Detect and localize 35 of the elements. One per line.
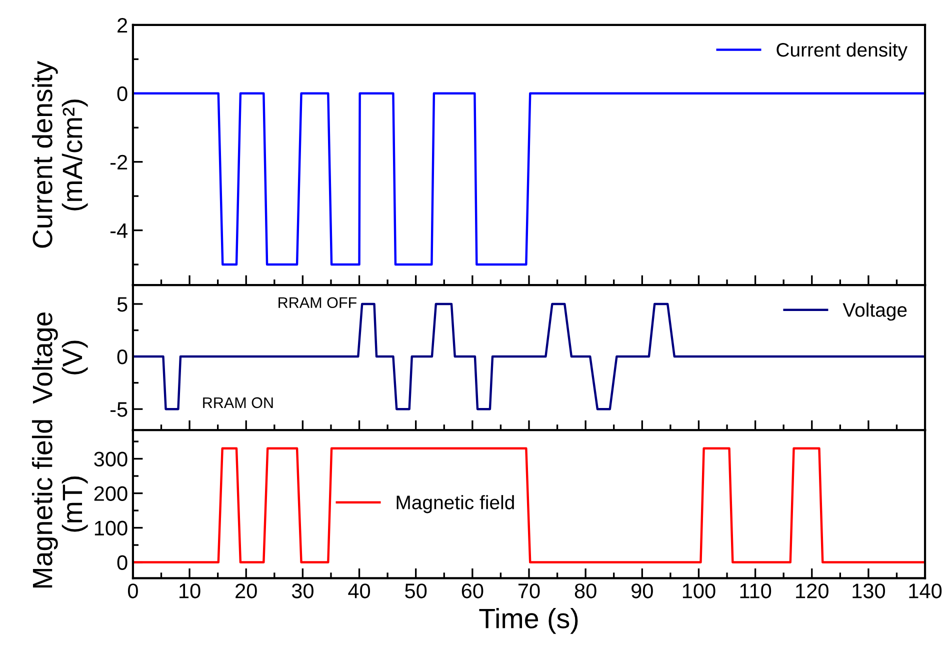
- y-tick-label: 5: [117, 297, 128, 312]
- legend-label: Voltage: [842, 302, 907, 321]
- annotation: RRAM OFF: [278, 297, 357, 308]
- y-tick-label: -5: [110, 402, 128, 417]
- y-tick-label: -2: [110, 154, 128, 170]
- x-tick-label: 90: [632, 584, 653, 598]
- y-tick-label: 200: [94, 486, 128, 502]
- x-tick-label: 20: [236, 584, 257, 598]
- legend-label: Current density: [776, 42, 908, 61]
- y-tick-label: 2: [118, 18, 128, 33]
- legend-label: Magnetic field: [396, 495, 514, 514]
- y-tick-label: -4: [110, 224, 128, 238]
- y-axis-title: Voltage (V): [32, 312, 88, 404]
- x-tick-label: 140: [909, 584, 942, 598]
- x-tick-label: 110: [740, 584, 772, 598]
- x-tick-label: 60: [462, 584, 484, 598]
- y-tick-label: 0: [117, 555, 128, 570]
- x-tick-label: 130: [852, 584, 886, 598]
- y-axis-title: Magnetic field (mT): [32, 420, 88, 588]
- x-tick-label: 40: [348, 584, 370, 598]
- x-tick-label: 0: [128, 584, 138, 598]
- y-tick-label: 0: [117, 350, 128, 364]
- x-tick-label: 120: [796, 584, 828, 598]
- y-tick-label: 300: [94, 452, 128, 467]
- x-tick-label: 100: [682, 584, 716, 598]
- y-tick-label: 100: [94, 520, 128, 536]
- x-axis-title: Time (s): [479, 608, 578, 634]
- x-tick-label: 70: [518, 584, 540, 598]
- x-tick-label: 80: [574, 584, 596, 598]
- x-tick-label: 10: [180, 584, 200, 598]
- annotation: RRAM ON: [203, 397, 273, 408]
- y-axis-title: Current density (mA/cm²): [32, 60, 88, 248]
- x-tick-label: 50: [405, 584, 427, 598]
- x-tick-label: 30: [292, 584, 314, 598]
- y-tick-label: 0: [117, 86, 128, 102]
